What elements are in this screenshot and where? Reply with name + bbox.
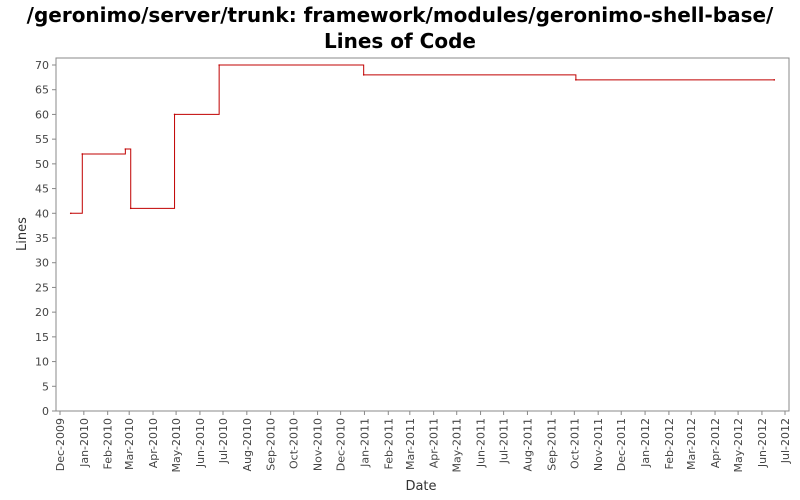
- x-tick-label: Mar-2012: [685, 418, 698, 470]
- x-tick-label: Mar-2011: [404, 418, 417, 470]
- data-point: [218, 64, 220, 66]
- x-tick-label: Dec-2010: [335, 418, 348, 471]
- y-tick-label: 20: [35, 306, 49, 319]
- plot-area: [55, 57, 790, 412]
- data-point: [575, 79, 577, 81]
- x-tick-label: Jul-2012: [779, 418, 792, 464]
- x-tick-label: Apr-2010: [147, 418, 160, 468]
- x-tick-label: Nov-2011: [592, 418, 605, 471]
- x-tick-label: Feb-2011: [382, 418, 395, 469]
- x-tick-label: Oct-2010: [288, 418, 301, 469]
- data-point: [124, 148, 127, 150]
- y-tick-label: 0: [42, 405, 49, 418]
- x-tick-label: Jan-2012: [639, 418, 652, 468]
- data-point: [173, 113, 176, 116]
- x-tick-label: Aug-2011: [521, 418, 534, 471]
- series-layer: [69, 64, 776, 215]
- y-tick-label: 30: [35, 257, 49, 270]
- data-point: [69, 212, 72, 215]
- y-tick-label: 65: [35, 84, 49, 97]
- x-tick-label: Oct-2011: [568, 418, 581, 469]
- y-tick-label: 25: [35, 281, 49, 294]
- y-tick-label: 60: [35, 108, 49, 121]
- x-tick-label: Nov-2010: [312, 418, 325, 471]
- x-tick-label: Mar-2010: [123, 418, 136, 470]
- x-axis: Dec-2009 Jan-2010 Feb-2010 Mar-2010 Apr-2010…: [54, 411, 792, 473]
- x-tick-label: Jan-2011: [358, 418, 371, 468]
- x-tick-label: Jun-2010: [194, 418, 207, 468]
- x-tick-label: Apr-2012: [709, 418, 722, 468]
- x-tick-label: Jul-2011: [498, 418, 511, 464]
- data-point: [81, 153, 84, 155]
- x-axis-label: Date: [405, 479, 436, 494]
- x-tick-label: Jun-2011: [475, 418, 488, 468]
- y-tick-label: 15: [35, 331, 49, 344]
- data-point: [773, 79, 776, 81]
- y-tick-label: 50: [35, 158, 49, 171]
- x-tick-label: Jun-2012: [756, 418, 769, 468]
- series-line: [70, 64, 775, 214]
- x-tick-label: May-2010: [170, 418, 183, 473]
- x-tick-label: Dec-2011: [615, 418, 628, 471]
- y-tick-label: 70: [35, 59, 49, 72]
- y-tick-label: 40: [35, 207, 49, 220]
- x-tick-label: Aug-2010: [241, 418, 254, 471]
- data-point: [362, 74, 365, 76]
- x-tick-label: Sep-2010: [265, 418, 278, 471]
- y-axis: 0 5 10 15 20 25 30 35 40 45 50 55 60 65 70: [35, 59, 56, 418]
- y-axis-label: Lines: [15, 217, 30, 251]
- x-tick-label: May-2011: [451, 418, 464, 473]
- y-tick-label: 35: [35, 232, 49, 245]
- x-tick-label: Apr-2011: [428, 418, 441, 468]
- y-tick-label: 10: [35, 356, 49, 369]
- y-tick-label: 55: [35, 133, 49, 146]
- x-tick-label: Jul-2010: [217, 418, 230, 464]
- y-tick-label: 45: [35, 183, 49, 196]
- x-tick-label: May-2012: [732, 418, 745, 473]
- x-tick-label: Dec-2009: [54, 418, 67, 471]
- x-tick-label: Sep-2011: [545, 418, 558, 471]
- data-point: [129, 207, 132, 210]
- x-tick-label: Jan-2010: [78, 418, 91, 468]
- chart-title: /geronimo/server/trunk: framework/module…: [26, 3, 774, 53]
- y-tick-label: 5: [42, 380, 49, 393]
- x-tick-label: Feb-2010: [102, 418, 115, 469]
- x-tick-label: Feb-2012: [663, 418, 676, 469]
